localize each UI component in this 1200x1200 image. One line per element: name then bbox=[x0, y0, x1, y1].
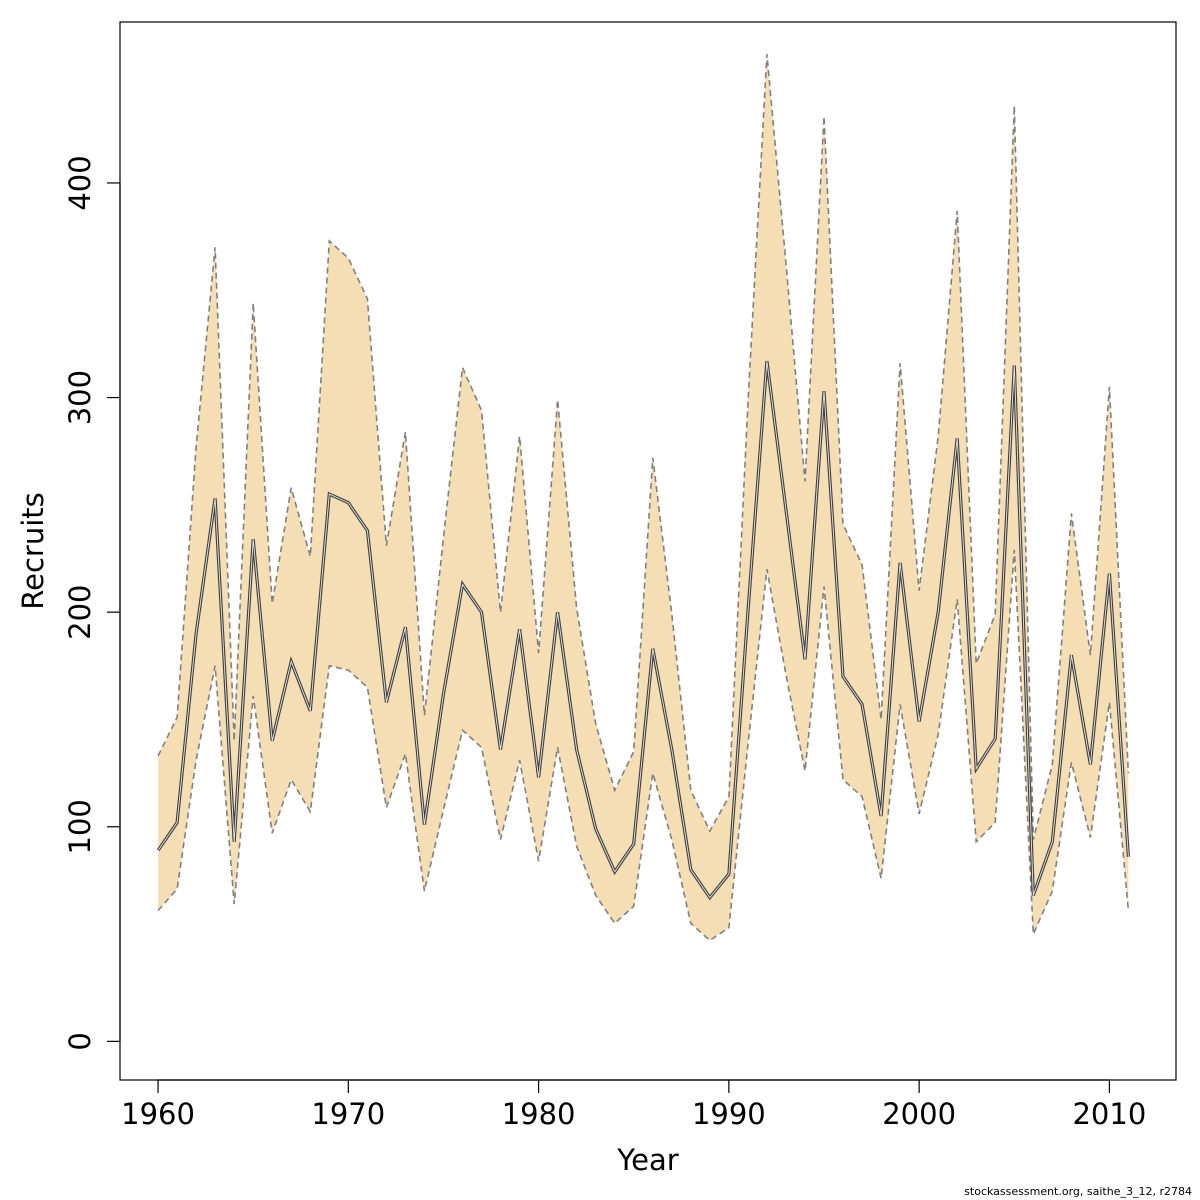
credit-text: stockassessment.org, saithe_3_12, r2784 bbox=[964, 1185, 1192, 1198]
x-tick-label-1980: 1980 bbox=[502, 1097, 576, 1131]
x-axis-title: Year bbox=[616, 1143, 678, 1177]
lower-bound-line bbox=[157, 549, 1130, 942]
confidence-band-layer bbox=[157, 54, 1130, 942]
confidence-band bbox=[158, 54, 1129, 941]
x-tick-label-1970: 1970 bbox=[311, 1097, 385, 1131]
y-tick-label-200: 200 bbox=[63, 585, 97, 640]
median-line-inner bbox=[157, 361, 1129, 899]
upper-bound-line bbox=[157, 54, 1130, 840]
y-axis-title: Recruits bbox=[16, 492, 50, 609]
y-tick-label-0: 0 bbox=[63, 1032, 97, 1050]
x-tick-label-1960: 1960 bbox=[121, 1097, 195, 1131]
y-tick-label-400: 400 bbox=[63, 155, 97, 210]
x-tick-label-2000: 2000 bbox=[882, 1097, 956, 1131]
y-tick-label-100: 100 bbox=[63, 799, 97, 854]
y-tick-label-300: 300 bbox=[63, 370, 97, 425]
x-tick-label-1990: 1990 bbox=[692, 1097, 766, 1131]
y-axis: 0 100 200 300 400 bbox=[63, 155, 121, 1051]
x-tick-label-2010: 2010 bbox=[1072, 1097, 1146, 1131]
x-axis: 1960 1970 1980 1990 2000 2010 bbox=[121, 1079, 1146, 1131]
median-line-layer bbox=[156, 360, 1130, 901]
